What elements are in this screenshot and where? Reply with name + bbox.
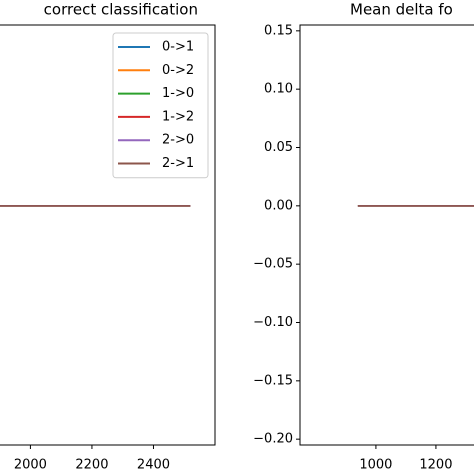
y-tick-label: −0.10 <box>253 315 293 330</box>
axes-frame <box>299 24 474 446</box>
legend-label: 2->1 <box>162 156 194 171</box>
y-tick-label: 0.10 <box>264 82 293 97</box>
y-tick-label: −0.20 <box>253 432 293 447</box>
x-tick-label: 2200 <box>75 458 108 473</box>
legend-box <box>112 32 209 179</box>
legend-label: 1->0 <box>162 86 194 101</box>
x-tick-label: 2000 <box>14 458 47 473</box>
y-tick-label: 0.00 <box>264 198 293 213</box>
legend-label: 0->1 <box>162 40 194 55</box>
x-tick-label: 1200 <box>419 458 452 473</box>
legend-label: 1->2 <box>162 109 194 124</box>
y-tick-label: −0.05 <box>253 257 293 272</box>
x-tick-label: 2400 <box>137 458 170 473</box>
legend-label: 0->2 <box>162 63 194 78</box>
axes-frame <box>0 24 216 446</box>
chart-title: Mean delta fo <box>350 1 453 19</box>
legend-label: 2->0 <box>162 133 194 148</box>
y-tick-label: 0.15 <box>264 23 293 38</box>
y-tick-label: 0.05 <box>264 140 293 155</box>
chart-title: correct classification <box>44 1 198 19</box>
x-tick-label: 1000 <box>359 458 392 473</box>
y-tick-label: −0.15 <box>253 373 293 388</box>
